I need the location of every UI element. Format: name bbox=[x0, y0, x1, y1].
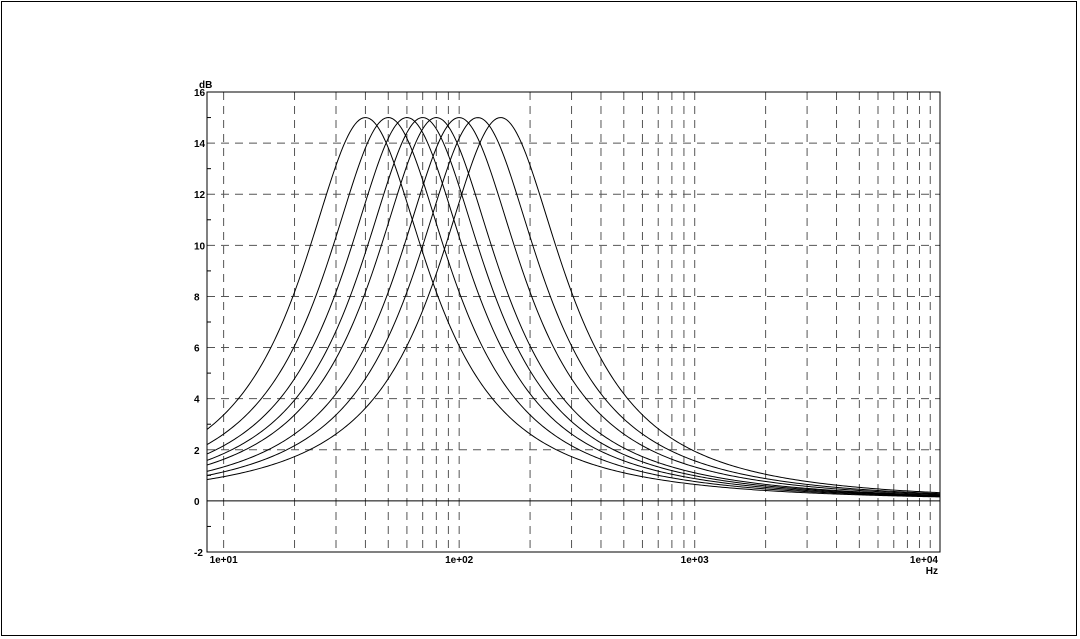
axes: -2 0 2 4 6 8 10 12 14 16 1e+01 1e+02 1e+03 1e+04 dB Hz bbox=[194, 80, 941, 577]
y-tick-label: 12 bbox=[194, 190, 206, 201]
y-tick-label: 16 bbox=[194, 88, 206, 99]
y-tick-label: 14 bbox=[194, 139, 206, 150]
y-tick-label: 2 bbox=[194, 446, 200, 457]
response-curve bbox=[206, 117, 941, 497]
x-tick-label: 1e+04 bbox=[910, 555, 939, 566]
response-curve bbox=[206, 117, 941, 498]
response-curve bbox=[206, 117, 941, 495]
response-curve bbox=[206, 117, 941, 494]
y-tick-label: 10 bbox=[194, 241, 206, 252]
response-curve bbox=[206, 117, 941, 497]
x-axis-label: Hz bbox=[926, 566, 938, 577]
y-axis-label: dB bbox=[199, 80, 212, 91]
y-tick-label: 0 bbox=[194, 497, 200, 508]
x-tick-label: 1e+01 bbox=[210, 555, 239, 566]
response-curve bbox=[206, 117, 941, 495]
response-curve bbox=[206, 117, 941, 496]
y-tick-label: 8 bbox=[194, 292, 200, 303]
curves bbox=[206, 117, 941, 498]
y-tick-label: -2 bbox=[194, 548, 203, 559]
y-tick-label: 4 bbox=[194, 395, 200, 406]
response-curve bbox=[206, 117, 941, 497]
grid bbox=[207, 92, 940, 552]
x-tick-label: 1e+02 bbox=[445, 555, 474, 566]
x-tick-label: 1e+03 bbox=[681, 555, 710, 566]
y-tick-label: 6 bbox=[194, 344, 200, 355]
plot-area-border bbox=[206, 91, 941, 553]
